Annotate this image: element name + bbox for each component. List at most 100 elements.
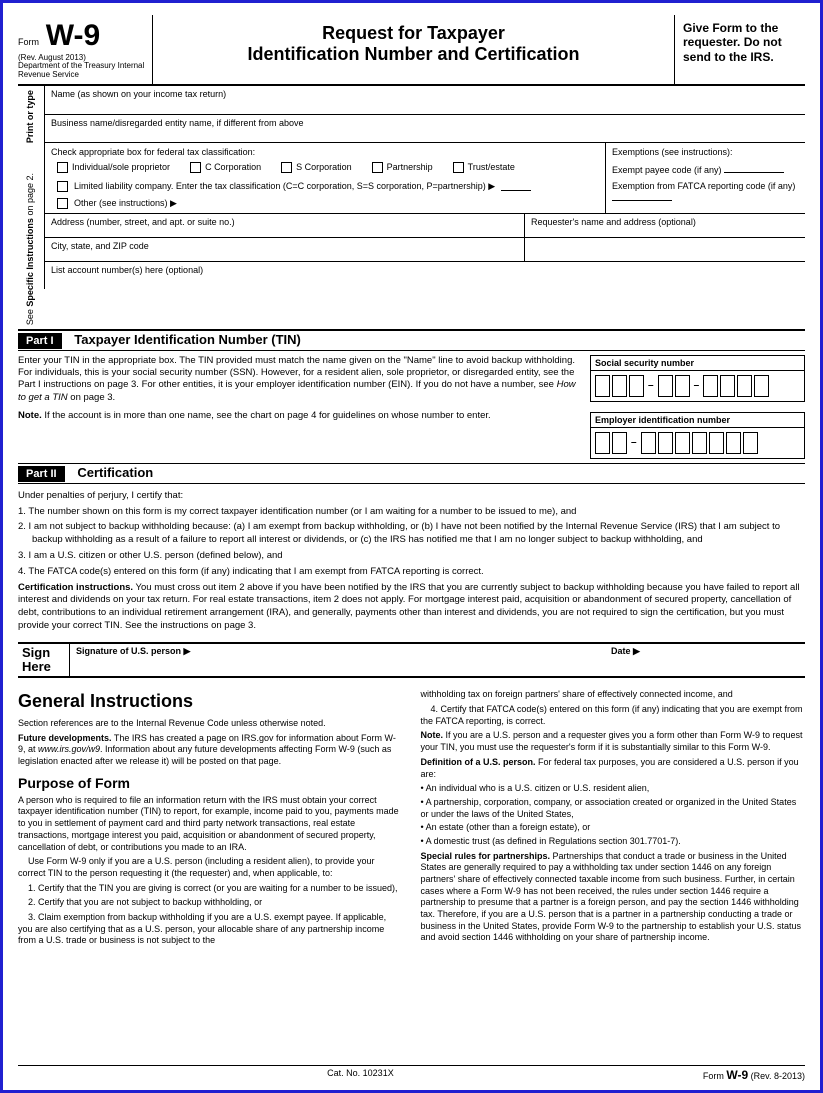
instructions-col-left: General Instructions Section references …	[18, 686, 403, 950]
part1-note-text: If the account is in more than one name,…	[42, 410, 491, 421]
exempt-payee-input[interactable]	[724, 163, 784, 173]
label-partnership: Partnership	[387, 162, 433, 172]
exemptions-box: Exemptions (see instructions): Exempt pa…	[605, 143, 805, 213]
label-ccorp: C Corporation	[205, 162, 261, 172]
general-instructions: General Instructions Section references …	[18, 686, 805, 950]
purpose-p2: Use Form W-9 only if you are a U.S. pers…	[18, 856, 403, 879]
part2-bar: Part II Certification	[18, 463, 805, 484]
checkbox-ccorp[interactable]	[190, 162, 201, 173]
inst-note-bold: Note.	[421, 730, 444, 740]
label-llc: Limited liability company. Enter the tax…	[74, 181, 495, 192]
checkbox-individual[interactable]	[57, 162, 68, 173]
checkbox-scorp[interactable]	[281, 162, 292, 173]
future-dev-url: www.irs.gov/w9	[38, 744, 100, 754]
part1-header: Part I	[18, 333, 62, 349]
ein-input[interactable]: –	[590, 427, 805, 459]
part1-text-end: on page 3.	[68, 392, 116, 403]
checkbox-partnership[interactable]	[372, 162, 383, 173]
city-row: City, state, and ZIP code	[44, 237, 805, 261]
part2-intro: Under penalties of perjury, I certify th…	[18, 490, 805, 503]
signature-label: Signature of U.S. person ▶	[76, 646, 190, 656]
requester-continued[interactable]	[525, 238, 805, 261]
cert-instructions-bold: Certification instructions.	[18, 582, 133, 593]
form-header: Form W-9 (Rev. August 2013) Department o…	[18, 15, 805, 86]
label-scorp: S Corporation	[296, 162, 352, 172]
cert-item-3: 3. I am a U.S. citizen or other U.S. per…	[18, 550, 805, 563]
account-field[interactable]: List account number(s) here (optional)	[44, 261, 805, 289]
cert-item-4: 4. The FATCA code(s) entered on this for…	[18, 566, 805, 579]
label-trust: Trust/estate	[468, 162, 515, 172]
fatca-input[interactable]	[612, 191, 672, 201]
checkbox-trust[interactable]	[453, 162, 464, 173]
classification-row: Check appropriate box for federal tax cl…	[44, 142, 805, 213]
header-left: Form W-9 (Rev. August 2013) Department o…	[18, 15, 153, 84]
sidebar-label: See Specific Instructions on page 2. Pri…	[18, 86, 44, 329]
name-field[interactable]: Name (as shown on your income tax return…	[44, 86, 805, 114]
part1-note-bold: Note.	[18, 410, 42, 421]
instructions-heading: General Instructions	[18, 690, 403, 713]
label-other: Other (see instructions) ▶	[74, 198, 177, 209]
cert-instructions-text: You must cross out item 2 above if you h…	[18, 582, 800, 631]
sign-here-label: Sign Here	[18, 644, 70, 677]
form-page: Form W-9 (Rev. August 2013) Department o…	[0, 0, 823, 1093]
classification-checkboxes: Individual/sole proprietor C Corporation…	[57, 162, 599, 173]
part1-body: Enter your TIN in the appropriate box. T…	[18, 351, 805, 463]
classification-left: Check appropriate box for federal tax cl…	[45, 143, 605, 213]
llc-classification-input[interactable]	[501, 181, 531, 191]
certification-list: 1. The number shown on this form is my c…	[18, 506, 805, 579]
purpose-p1: A person who is required to file an info…	[18, 795, 403, 853]
signature-area: Signature of U.S. person ▶ Date ▶	[70, 644, 805, 677]
purpose-item1: 1. Certify that the TIN you are giving i…	[18, 883, 403, 895]
bullet-3: • An estate (other than a foreign estate…	[421, 822, 806, 834]
taxpayer-info-section: See Specific Instructions on page 2. Pri…	[18, 86, 805, 330]
form-footer-label: Form W-9 (Rev. 8-2013)	[703, 1068, 805, 1082]
part1-title: Taxpayer Identification Number (TIN)	[74, 332, 301, 347]
other-line: Other (see instructions) ▶	[57, 198, 599, 209]
header-instructions: Give Form to the requester. Do not send …	[675, 15, 805, 84]
exemptions-label: Exemptions (see instructions):	[612, 147, 799, 157]
tin-boxes-area: Social security number – – Employer iden…	[590, 355, 805, 459]
part2-title: Certification	[77, 465, 153, 480]
label-individual: Individual/sole proprietor	[72, 162, 170, 172]
catalog-number: Cat. No. 10231X	[327, 1068, 394, 1082]
department: Department of the Treasury Internal Reve…	[18, 62, 146, 80]
address-field[interactable]: Address (number, street, and apt. or sui…	[45, 214, 525, 237]
col2-top: withholding tax on foreign partners' sha…	[421, 689, 806, 701]
checkbox-llc[interactable]	[57, 181, 68, 192]
part1-text: Enter your TIN in the appropriate box. T…	[18, 355, 580, 459]
cert-item-1: 1. The number shown on this form is my c…	[18, 506, 805, 519]
purpose-heading: Purpose of Form	[18, 774, 403, 792]
form-number: W-9	[46, 19, 100, 52]
fatca-label: Exemption from FATCA reporting code (if …	[612, 181, 795, 191]
title-line2: Identification Number and Certification	[163, 44, 664, 65]
bullet-2: • A partnership, corporation, company, o…	[421, 797, 806, 820]
ssn-input[interactable]: – –	[590, 370, 805, 402]
part1-text1: Enter your TIN in the appropriate box. T…	[18, 355, 575, 391]
purpose-item3: 3. Claim exemption from backup withholdi…	[18, 912, 403, 947]
special-bold: Special rules for partnerships.	[421, 851, 551, 861]
city-field[interactable]: City, state, and ZIP code	[45, 238, 525, 261]
bullet-1: • An individual who is a U.S. citizen or…	[421, 783, 806, 795]
form-label: Form	[18, 37, 39, 47]
date-label: Date ▶	[611, 646, 640, 656]
signature-row: Sign Here Signature of U.S. person ▶ Dat…	[18, 642, 805, 679]
instructions-col-right: withholding tax on foreign partners' sha…	[421, 686, 806, 950]
us-person-list: • An individual who is a U.S. citizen or…	[421, 783, 806, 847]
col2-item4: 4. Certify that FATCA code(s) entered on…	[421, 704, 806, 727]
ein-label: Employer identification number	[590, 412, 805, 427]
future-dev-bold: Future developments.	[18, 733, 112, 743]
part2-body: Under penalties of perjury, I certify th…	[18, 484, 805, 642]
page-footer: Cat. No. 10231X Form W-9 (Rev. 8-2013)	[18, 1065, 805, 1082]
inst-note-text: If you are a U.S. person and a requester…	[421, 730, 803, 752]
part2-header: Part II	[18, 466, 65, 482]
title-line1: Request for Taxpayer	[163, 23, 664, 44]
checkbox-other[interactable]	[57, 198, 68, 209]
address-row: Address (number, street, and apt. or sui…	[44, 213, 805, 237]
fields-column: Name (as shown on your income tax return…	[44, 86, 805, 329]
business-name-field[interactable]: Business name/disregarded entity name, i…	[44, 114, 805, 142]
requester-field[interactable]: Requester's name and address (optional)	[525, 214, 805, 237]
llc-line: Limited liability company. Enter the tax…	[57, 181, 599, 192]
section-refs: Section references are to the Internal R…	[18, 718, 403, 730]
purpose-item2: 2. Certify that you are not subject to b…	[18, 897, 403, 909]
bullet-4: • A domestic trust (as defined in Regula…	[421, 836, 806, 848]
